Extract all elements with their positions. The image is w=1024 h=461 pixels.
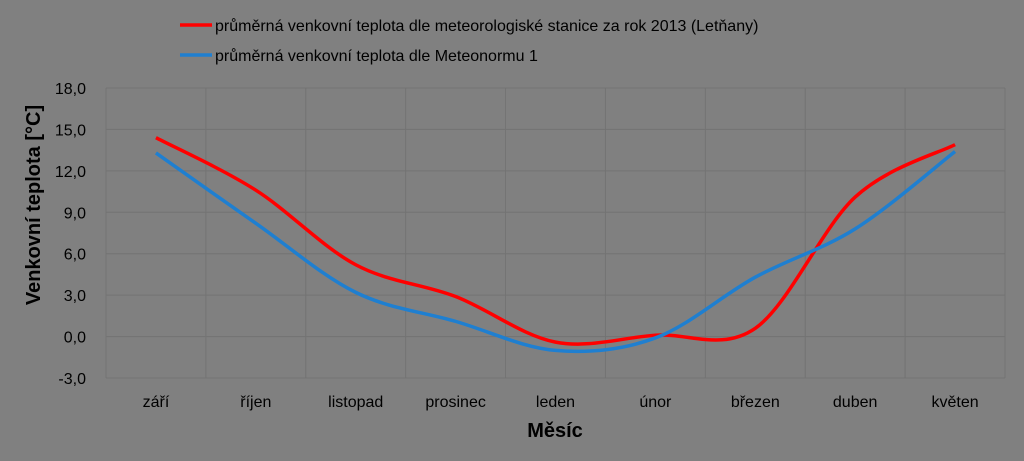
series-lines [154,136,957,354]
x-tick-label: duben [833,394,878,411]
x-tick-label: únor [639,394,672,411]
x-axis-title: Měsíc [527,420,583,442]
x-tick-label: září [143,394,170,411]
x-tick-label: leden [536,394,575,411]
x-tick-label: květen [931,394,978,411]
series-line-1 [155,136,956,346]
y-tick-label: 12,0 [55,164,86,181]
y-tick-label: 3,0 [64,288,86,305]
x-tick-label: listopad [328,394,383,411]
legend: průměrná venkovní teplota dle meteorolog… [180,17,758,65]
legend-label-1: průměrná venkovní teplota dle meteorolog… [215,17,758,35]
x-tick-label: říjen [240,394,271,411]
gridlines [105,87,1006,379]
x-tick-labels: září říjen listopad prosinec leden únor březen… [143,394,979,411]
y-tick-label: 15,0 [55,122,86,139]
y-tick-label: 6,0 [64,247,86,264]
y-tick-label: 0,0 [64,330,86,347]
series-line-2 [154,150,957,354]
legend-label-2: průměrná venkovní teplota dle Meteonormu… [215,47,538,65]
y-tick-label: 18,0 [55,81,86,98]
x-tick-label: březen [731,394,780,411]
y-tick-label: -3,0 [58,371,86,388]
x-tick-label: prosinec [425,394,485,411]
y-tick-labels: -3,0 0,0 3,0 6,0 9,0 12,0 15,0 18,0 [55,81,86,388]
y-tick-label: 9,0 [64,205,86,222]
y-axis-title: Venkovní teplota [°C] [23,105,45,305]
